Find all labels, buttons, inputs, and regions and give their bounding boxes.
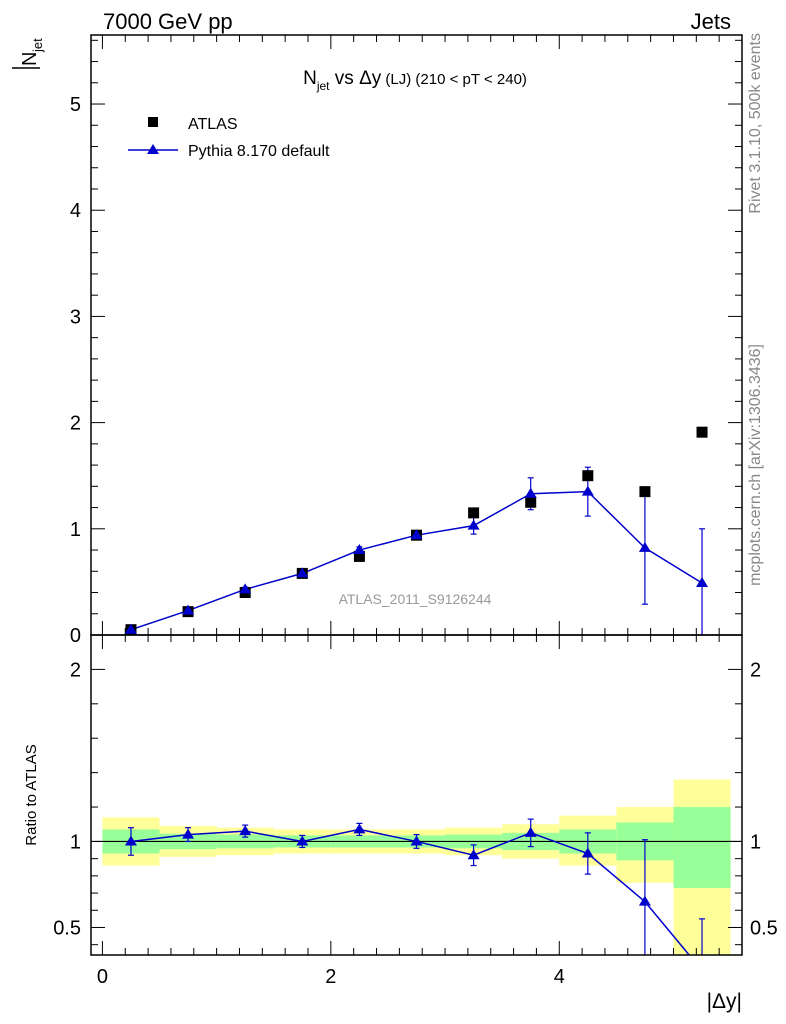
ratio-ytick-labels: 0.5 0.5 1 1 2 2 [53, 659, 778, 939]
main-pythia-point [296, 567, 309, 578]
ratio-pythia-point [353, 823, 366, 834]
ratio-xtick-label: 0 [97, 966, 108, 988]
main-pythia-point [410, 529, 423, 540]
legend: ATLAS Pythia 8.170 default [128, 116, 330, 160]
main-ytick-labels: 0 1 2 3 4 5 [70, 94, 81, 647]
side-version: Rivet 3.1.10, 500k events [747, 33, 764, 214]
legend-atlas-marker [148, 117, 158, 127]
main-pythia-point [467, 519, 480, 530]
main-ytick-label: 1 [70, 519, 81, 541]
main-pythia-point [581, 485, 594, 496]
ratio-pythia-point [467, 849, 480, 860]
ratio-pythia-point [524, 826, 537, 837]
main-title-rest: vs Δy [330, 68, 382, 89]
header-left: 7000 GeV pp [103, 9, 233, 34]
ratio-pythia-point [239, 825, 252, 836]
ratio-pythia-point [296, 835, 309, 846]
main-pythia-point [124, 623, 137, 634]
ratio-ytick-label-right: 1 [750, 831, 761, 853]
ratio-panel: 0.5 0.5 1 1 2 2 0 2 4 Ratio to ATLAS |Δy| [23, 634, 778, 1013]
main-ytick-label: 4 [70, 200, 81, 222]
xlabel: |Δy| [707, 990, 742, 1013]
header-right: Jets [691, 9, 731, 34]
main-ytick-label: 0 [70, 625, 81, 647]
main-atlas-point [353, 550, 365, 562]
main-ytick-label: 2 [70, 413, 81, 435]
main-pythia-point [353, 544, 366, 555]
main-pythia-point [239, 583, 252, 594]
ratio-ticks [91, 635, 742, 955]
main-ylabel-main: N [19, 52, 41, 66]
main-panel: 0 1 2 3 4 5 ATLAS_2011_S9126244 Njet vs Δy (L… [70, 34, 743, 647]
main-atlas-point [468, 507, 480, 519]
main-ylabel-sub: jet [30, 38, 45, 53]
ratio-pythia-point [182, 828, 195, 839]
ratio-pythia-point [638, 895, 651, 906]
ratio-ytick-label-right: 2 [750, 659, 761, 681]
main-atlas-point [639, 486, 651, 498]
main-title-main: N [303, 68, 317, 89]
main-atlas-point [525, 496, 537, 508]
main-title-tail: (210 < pT < 240) [411, 71, 527, 88]
main-ylabel: N jet [12, 38, 45, 69]
ratio-ytick-label-left: 2 [70, 659, 81, 681]
main-pythia-point [524, 487, 537, 498]
main-title: Njet vs Δy (LJ) (210 < pT < 240) [303, 68, 527, 93]
ratio-bands [102, 779, 731, 955]
main-atlas-point [696, 426, 708, 438]
legend-atlas-label: ATLAS [188, 116, 238, 133]
main-atlas-point [582, 470, 594, 482]
main-ticks [91, 35, 742, 636]
main-ytick-label: 5 [70, 94, 81, 116]
main-pythia-point [182, 604, 195, 615]
ratio-ytick-label-left: 0.5 [53, 917, 81, 939]
main-pythia-point [638, 541, 651, 552]
ratio-series [124, 818, 706, 956]
main-title-sub: jet [316, 79, 330, 93]
ratio-xtick-label: 4 [554, 966, 565, 988]
main-pythia-point [696, 576, 709, 587]
watermark: ATLAS_2011_S9126244 [339, 591, 492, 607]
ratio-pythia-point [124, 835, 137, 846]
ratio-ylabel: Ratio to ATLAS [23, 744, 40, 845]
ratio-xtick-labels: 0 2 4 [97, 966, 565, 988]
main-ytick-label: 3 [70, 306, 81, 328]
side-source: mcplots.cern.ch [arXiv:1306.3436] [747, 344, 764, 586]
legend-pythia-marker [147, 144, 159, 154]
ratio-xtick-label: 2 [325, 966, 336, 988]
ratio-pythia-point [581, 847, 594, 858]
ratio-ytick-label-left: 1 [70, 831, 81, 853]
ratio-ytick-label-right: 0.5 [750, 917, 778, 939]
ratio-pythia-point [410, 835, 423, 846]
main-title-small: (LJ) [381, 71, 411, 88]
ratio-band-green [673, 807, 731, 888]
main-pythia-line [130, 490, 703, 631]
ratio-frame [90, 634, 743, 956]
legend-pythia-label: Pythia 8.170 default [188, 143, 330, 160]
main-series [124, 426, 709, 636]
